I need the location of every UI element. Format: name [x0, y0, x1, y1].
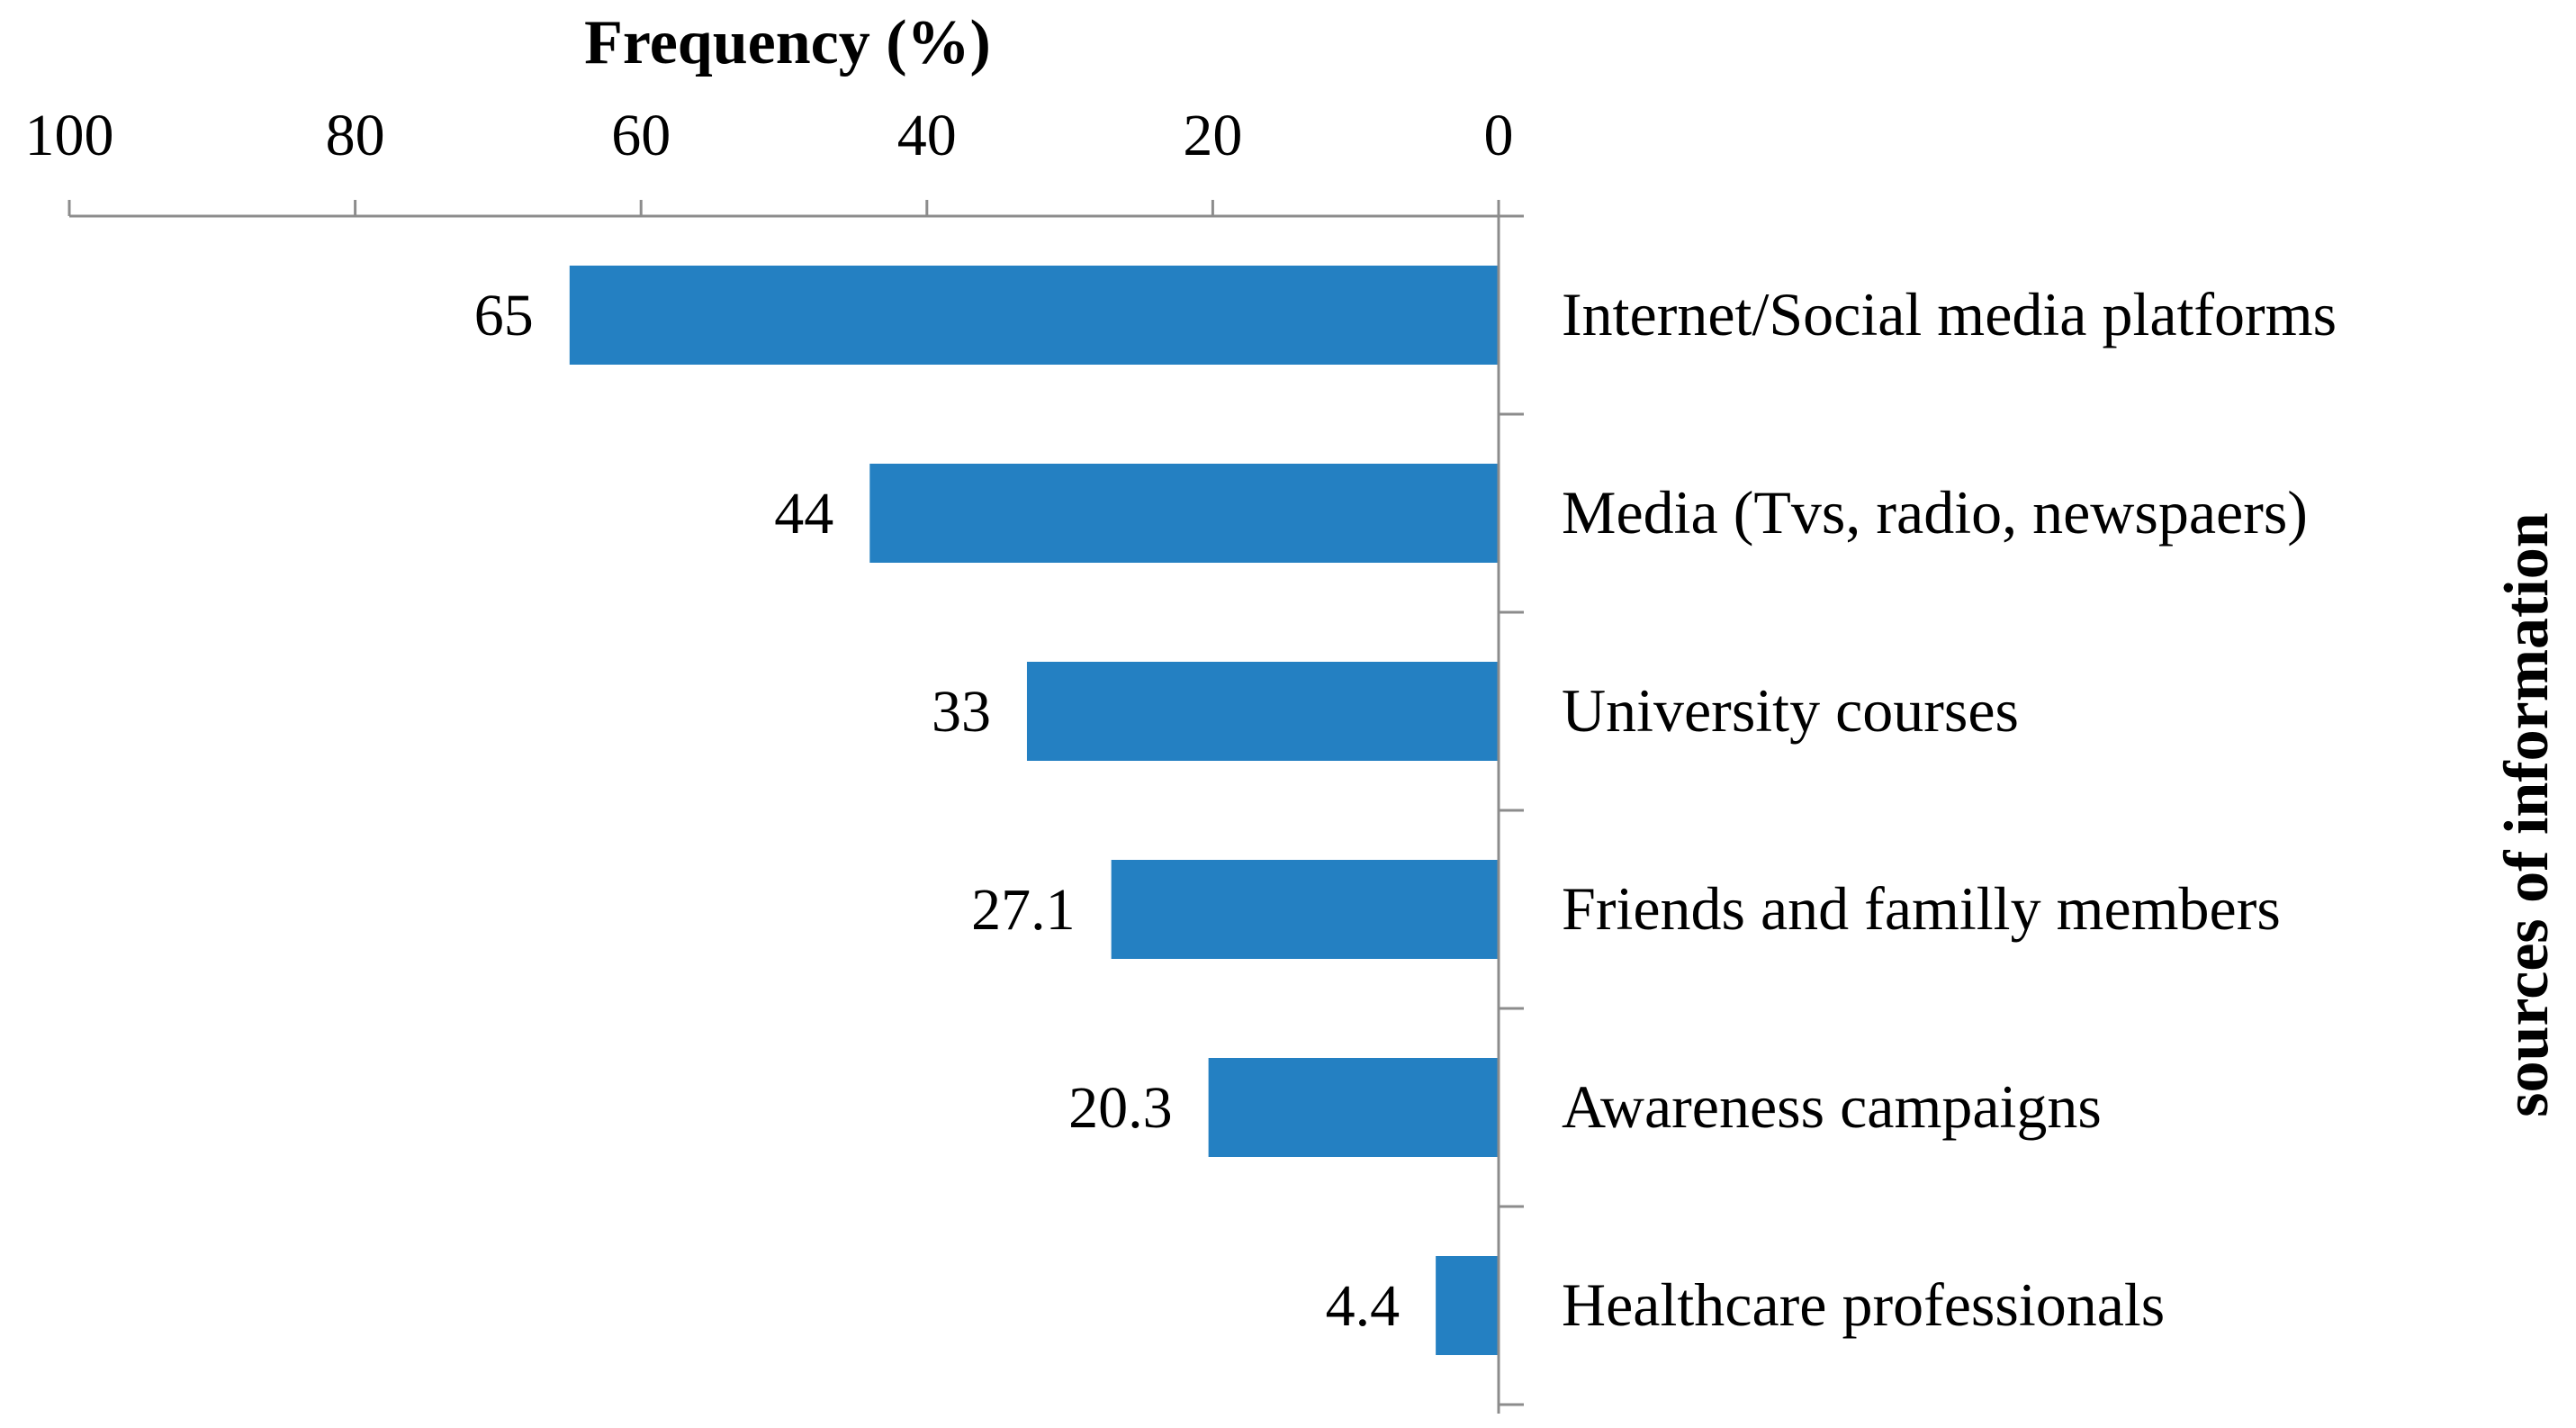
x-tick-label: 40	[897, 103, 957, 168]
category-label: Awareness campaigns	[1562, 1072, 2102, 1141]
category-label: University courses	[1562, 676, 2019, 745]
data-label: 4.4	[1326, 1273, 1401, 1339]
data-label: 44	[774, 481, 833, 547]
x-tick-label: 60	[611, 103, 671, 168]
x-tick-label: 20	[1183, 103, 1242, 168]
bar	[1026, 662, 1499, 761]
value-labels: 65 44 33 27.1 20.3 4.4	[474, 283, 1400, 1339]
data-label: 65	[474, 283, 534, 348]
y-axis-title: sources of information	[2492, 512, 2562, 1116]
x-tick-label: 100	[25, 103, 114, 168]
x-axis-title: Frequency (%)	[584, 8, 991, 77]
bar	[869, 464, 1499, 563]
axes	[69, 214, 1524, 1414]
bar	[1436, 1256, 1499, 1355]
data-label: 33	[932, 679, 991, 745]
bar	[1111, 860, 1499, 959]
bars	[569, 266, 1499, 1355]
x-tick-label: 80	[326, 103, 385, 168]
bar	[569, 266, 1499, 365]
x-axis-ticks: 100 80 60 40 20 0	[25, 103, 1514, 216]
category-labels: Internet/Social media platforms Media (Tv…	[1562, 280, 2337, 1339]
data-label: 20.3	[1068, 1075, 1173, 1141]
category-label: Healthcare professionals	[1562, 1270, 2165, 1339]
category-label: Media (Tvs, radio, newspaers)	[1562, 478, 2308, 547]
category-label: Friends and familly members	[1562, 874, 2281, 943]
x-tick-label: 0	[1484, 103, 1514, 168]
data-label: 27.1	[971, 877, 1076, 943]
bar	[1208, 1058, 1499, 1157]
category-label: Internet/Social media platforms	[1562, 280, 2337, 348]
